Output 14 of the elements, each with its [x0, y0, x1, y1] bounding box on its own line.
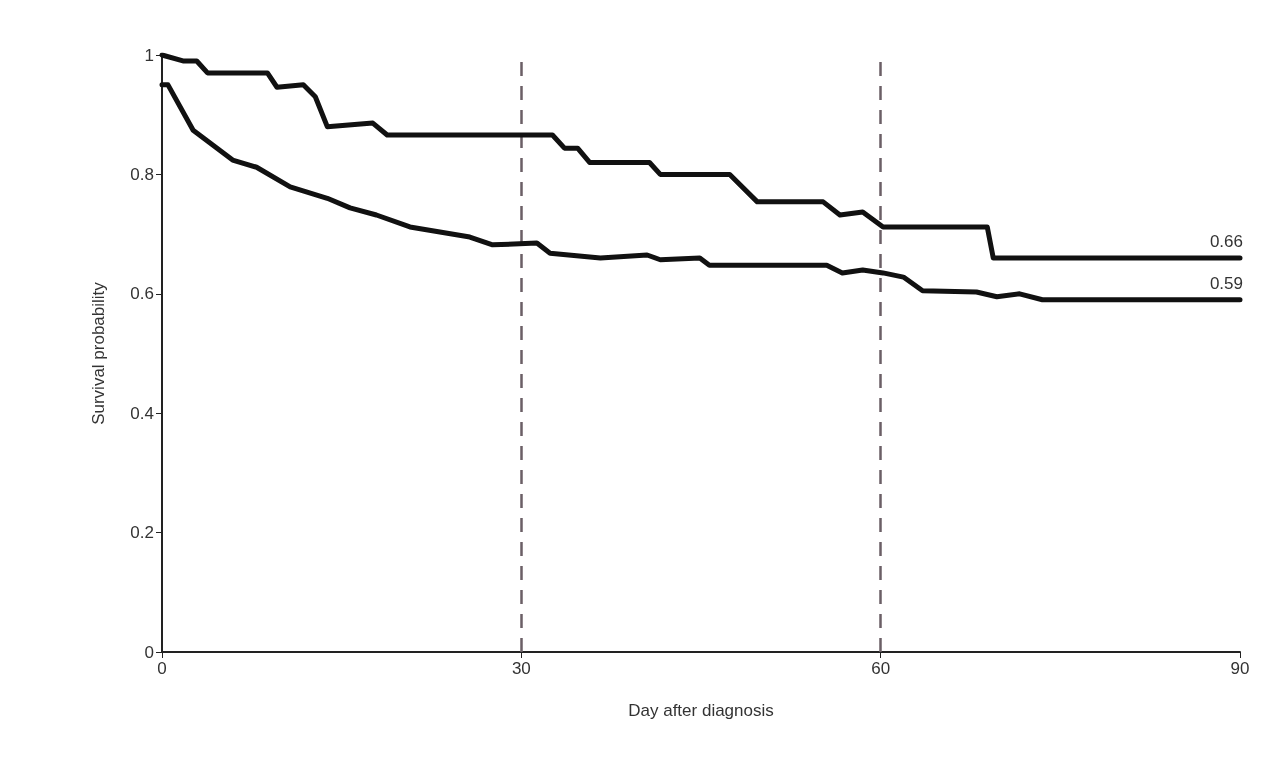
x-tick-label: 60 — [871, 659, 891, 678]
y-tick-label: 0.2 — [130, 523, 154, 543]
annotation: 0.59 — [1209, 274, 1243, 294]
y-tick-label: 0.8 — [130, 164, 154, 184]
x-tick-label: 0 — [157, 659, 167, 678]
y-tick-label: 0 — [144, 642, 154, 662]
annotation: 0.66 — [1209, 232, 1243, 252]
x-axis-title: Day after diagnosis — [628, 701, 774, 720]
x-tick-label: 90 — [1230, 659, 1250, 678]
y-tick-label: 0.4 — [130, 403, 154, 423]
y-tick-label: 0.6 — [130, 284, 154, 304]
y-tick-label: 1 — [144, 45, 154, 65]
x-tick-label: 30 — [511, 659, 531, 678]
y-axis-title: Survival probability — [89, 281, 108, 425]
